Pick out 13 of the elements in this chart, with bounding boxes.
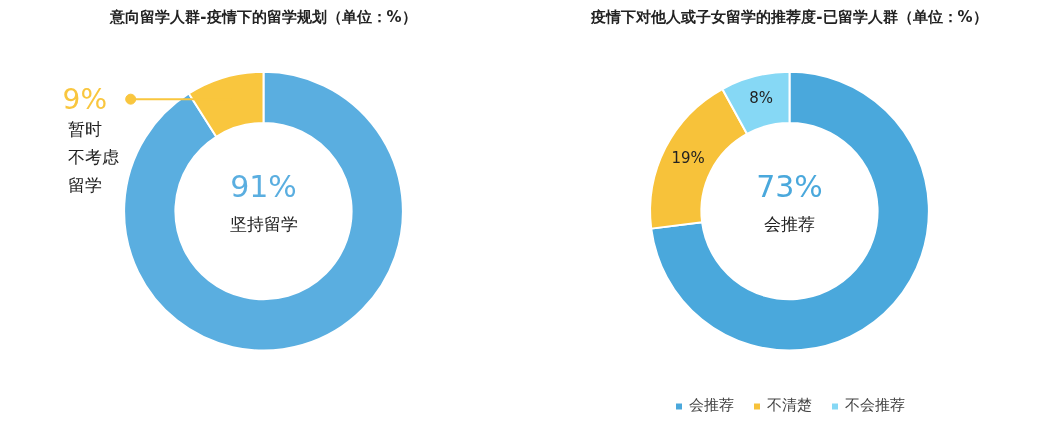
slice-label: 会推荐 bbox=[764, 213, 815, 234]
chart-title: 疫情下对他人或子女留学的推荐度-已留学人群（单位：%） bbox=[590, 7, 988, 26]
legend-label: 不清楚 bbox=[766, 396, 812, 415]
chart-title: 意向留学人群-疫情下的留学规划（单位：%） bbox=[109, 7, 417, 26]
legend-label: 暂时不考虑留学 bbox=[67, 118, 119, 196]
data-label: 73% bbox=[756, 169, 823, 205]
data-label: 19% bbox=[671, 149, 705, 168]
legend-label: 会推荐 bbox=[688, 396, 734, 415]
data-label: 8% bbox=[749, 89, 774, 108]
data-label: 9% bbox=[62, 82, 108, 116]
data-label: 91% bbox=[230, 169, 297, 205]
legend-label: 不会推荐 bbox=[844, 396, 905, 415]
slice-label: 坚持留学 bbox=[229, 213, 298, 234]
